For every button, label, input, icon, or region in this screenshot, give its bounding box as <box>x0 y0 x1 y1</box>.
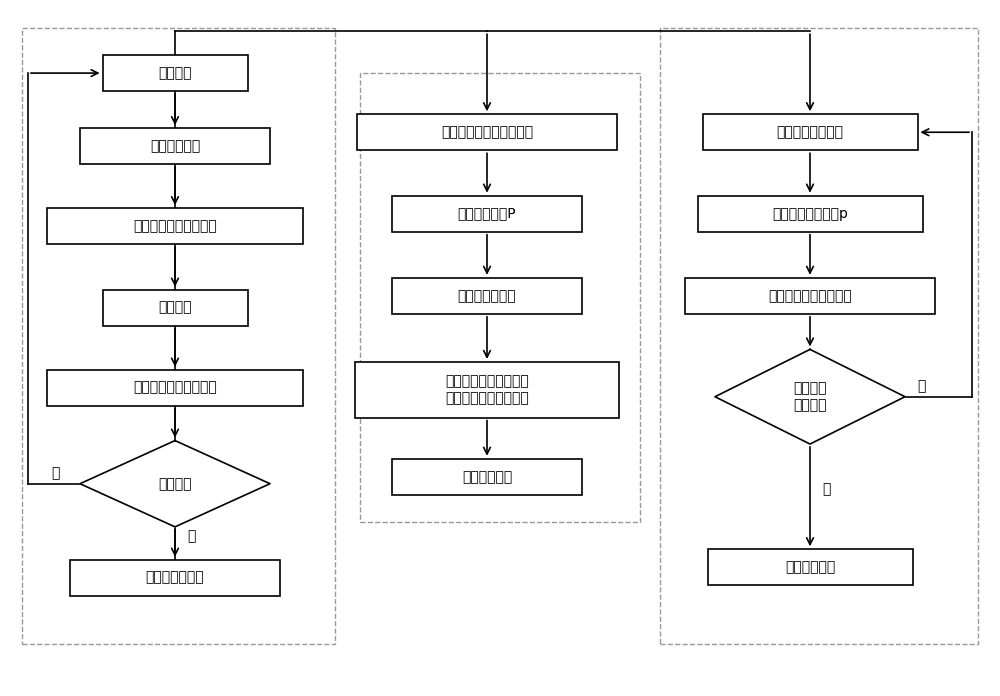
Text: 是否收敛: 是否收敛 <box>158 477 192 491</box>
Text: 引入变量向量P: 引入变量向量P <box>458 207 516 221</box>
FancyBboxPatch shape <box>392 459 582 495</box>
Text: 循环调用仿真计算函数: 循环调用仿真计算函数 <box>768 289 852 303</box>
Text: 定义材料属性: 定义材料属性 <box>150 139 200 153</box>
Text: 输出优化结果: 输出优化结果 <box>785 560 835 574</box>
Text: 是: 是 <box>187 529 195 544</box>
Text: 物理建模: 物理建模 <box>158 66 192 80</box>
FancyBboxPatch shape <box>47 208 302 244</box>
FancyBboxPatch shape <box>103 55 248 91</box>
Text: 转存为脚本文件: 转存为脚本文件 <box>146 571 204 585</box>
FancyBboxPatch shape <box>47 370 302 406</box>
Text: 设置参数变化范围: 设置参数变化范围 <box>776 125 844 139</box>
Text: 删除云图后处理: 删除云图后处理 <box>458 289 516 303</box>
Text: 生成多组变量向量p: 生成多组变量向量p <box>772 207 848 221</box>
Text: 剖分网格: 剖分网格 <box>158 301 192 315</box>
Text: 修改为仿真计算函数文件: 修改为仿真计算函数文件 <box>441 125 533 139</box>
FancyBboxPatch shape <box>70 560 280 596</box>
FancyBboxPatch shape <box>392 278 582 314</box>
Text: 添加边界条件及激励源: 添加边界条件及激励源 <box>133 219 217 233</box>
FancyBboxPatch shape <box>708 549 912 585</box>
FancyBboxPatch shape <box>392 196 582 232</box>
Polygon shape <box>80 441 270 527</box>
Text: 设置求解器频率并求解: 设置求解器频率并求解 <box>133 381 217 395</box>
FancyBboxPatch shape <box>357 114 617 150</box>
Polygon shape <box>715 349 905 444</box>
FancyBboxPatch shape <box>80 128 270 164</box>
FancyBboxPatch shape <box>702 114 918 150</box>
Text: 是: 是 <box>917 379 925 393</box>
FancyBboxPatch shape <box>698 196 922 232</box>
Text: 否: 否 <box>822 482 830 497</box>
FancyBboxPatch shape <box>685 278 935 314</box>
Text: 否: 否 <box>51 466 59 480</box>
Text: 编写目标函数: 编写目标函数 <box>462 470 512 484</box>
FancyBboxPatch shape <box>354 362 619 418</box>
Text: 是否强制
跳出计算: 是否强制 跳出计算 <box>793 381 827 412</box>
Text: 采取防晕层的电位、表
面电场强度和表面损耗: 采取防晕层的电位、表 面电场强度和表面损耗 <box>445 374 529 405</box>
FancyBboxPatch shape <box>103 290 248 326</box>
